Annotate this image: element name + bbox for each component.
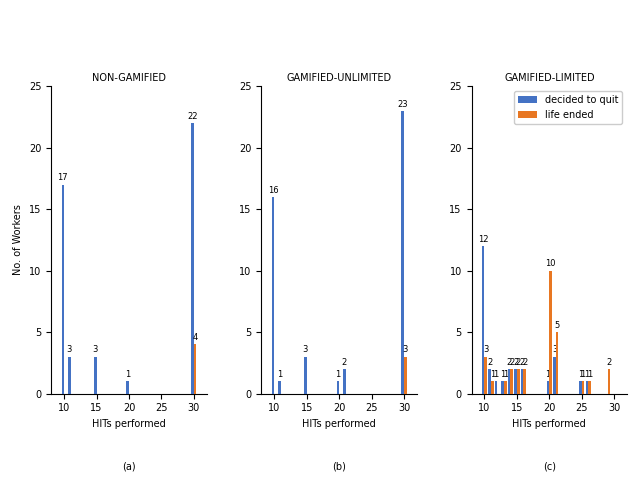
Text: 2: 2: [522, 358, 527, 367]
Title: NON-GAMIFIED: NON-GAMIFIED: [92, 73, 166, 83]
Bar: [608, 369, 611, 394]
Text: 22: 22: [188, 112, 198, 121]
Bar: [515, 369, 517, 394]
Bar: [401, 111, 404, 394]
Bar: [547, 381, 549, 394]
Bar: [556, 332, 559, 394]
X-axis label: HITs performed: HITs performed: [513, 419, 586, 429]
Bar: [61, 185, 64, 394]
Bar: [127, 381, 129, 394]
Bar: [586, 381, 588, 394]
Bar: [68, 357, 70, 394]
Text: 2: 2: [607, 358, 612, 367]
Bar: [337, 381, 339, 394]
Text: 5: 5: [554, 321, 560, 330]
Text: 1: 1: [545, 370, 550, 379]
Bar: [272, 197, 275, 394]
Text: 1: 1: [500, 370, 506, 379]
Bar: [278, 381, 281, 394]
Text: (c): (c): [543, 461, 556, 471]
Text: 2: 2: [520, 358, 525, 367]
Bar: [588, 381, 591, 394]
Bar: [504, 381, 506, 394]
Bar: [191, 123, 194, 394]
Legend: decided to quit, life ended: decided to quit, life ended: [514, 91, 622, 124]
Y-axis label: No. of Workers: No. of Workers: [13, 204, 24, 276]
Bar: [553, 357, 556, 394]
Title: GAMIFIED-LIMITED: GAMIFIED-LIMITED: [504, 73, 595, 83]
Text: 1: 1: [335, 370, 340, 379]
Text: 2: 2: [513, 358, 518, 367]
Text: 2: 2: [506, 358, 512, 367]
Text: 2: 2: [516, 358, 521, 367]
Text: 3: 3: [93, 345, 98, 354]
Bar: [488, 369, 491, 394]
Bar: [304, 357, 307, 394]
Bar: [524, 369, 526, 394]
Text: 4: 4: [193, 333, 198, 342]
Text: 1: 1: [502, 370, 508, 379]
Bar: [501, 381, 504, 394]
Text: (a): (a): [122, 461, 136, 471]
Bar: [511, 369, 513, 394]
Text: 2: 2: [342, 358, 347, 367]
Bar: [495, 381, 497, 394]
Text: 3: 3: [303, 345, 308, 354]
Text: 12: 12: [478, 235, 488, 244]
Text: 2: 2: [509, 358, 515, 367]
Bar: [484, 357, 487, 394]
Bar: [517, 369, 520, 394]
Text: 1: 1: [125, 370, 131, 379]
X-axis label: HITs performed: HITs performed: [302, 419, 376, 429]
Bar: [343, 369, 346, 394]
Bar: [491, 381, 493, 394]
Bar: [508, 369, 511, 394]
Text: 1: 1: [490, 370, 495, 379]
Bar: [194, 345, 196, 394]
Text: 2: 2: [487, 358, 492, 367]
Text: 3: 3: [552, 345, 557, 354]
Text: 1: 1: [493, 370, 499, 379]
Text: 1: 1: [580, 370, 586, 379]
Text: 3: 3: [483, 345, 488, 354]
Text: 17: 17: [58, 173, 68, 182]
Bar: [404, 357, 406, 394]
Text: 10: 10: [545, 259, 556, 268]
Text: 1: 1: [277, 370, 282, 379]
Bar: [582, 381, 584, 394]
Text: 16: 16: [268, 186, 278, 194]
Bar: [94, 357, 97, 394]
Text: 23: 23: [397, 99, 408, 108]
Text: (b): (b): [332, 461, 346, 471]
Text: 3: 3: [67, 345, 72, 354]
Text: 3: 3: [403, 345, 408, 354]
Text: 1: 1: [578, 370, 583, 379]
Bar: [521, 369, 524, 394]
Bar: [579, 381, 582, 394]
Text: 1: 1: [584, 370, 589, 379]
X-axis label: HITs performed: HITs performed: [92, 419, 166, 429]
Text: 1: 1: [587, 370, 592, 379]
Bar: [549, 271, 552, 394]
Title: GAMIFIED-UNLIMITED: GAMIFIED-UNLIMITED: [287, 73, 392, 83]
Bar: [482, 246, 484, 394]
